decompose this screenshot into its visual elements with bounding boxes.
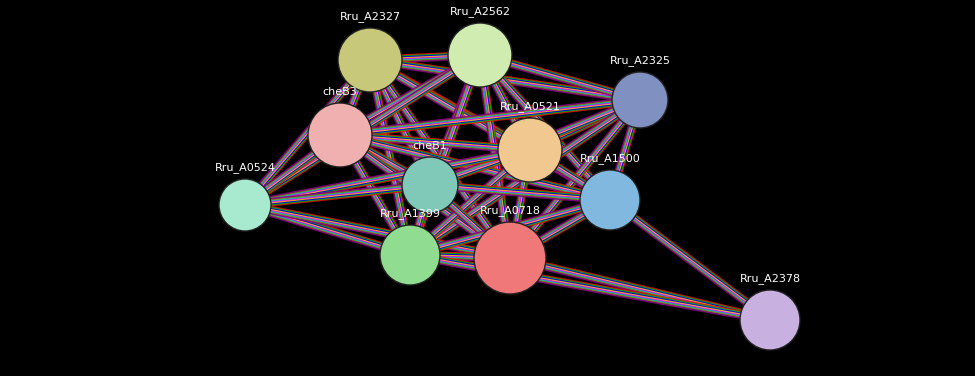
Text: Rru_A1399: Rru_A1399 [379, 208, 441, 219]
Text: Rru_A0718: Rru_A0718 [480, 205, 540, 216]
Circle shape [448, 23, 512, 87]
Text: Rru_A2325: Rru_A2325 [609, 55, 671, 66]
Circle shape [402, 157, 458, 213]
Circle shape [740, 290, 800, 350]
Text: Rru_A2378: Rru_A2378 [739, 273, 800, 284]
Circle shape [380, 225, 440, 285]
Text: Rru_A1500: Rru_A1500 [579, 153, 641, 164]
Circle shape [474, 222, 546, 294]
Circle shape [308, 103, 372, 167]
Text: Rru_A0521: Rru_A0521 [499, 101, 561, 112]
Text: Rru_A2562: Rru_A2562 [449, 6, 511, 17]
Circle shape [338, 28, 402, 92]
Text: cheB1: cheB1 [412, 141, 448, 151]
Circle shape [219, 179, 271, 231]
Text: Rru_A2327: Rru_A2327 [339, 11, 401, 22]
Circle shape [498, 118, 562, 182]
Circle shape [612, 72, 668, 128]
Text: cheB3: cheB3 [323, 87, 358, 97]
Circle shape [580, 170, 640, 230]
Text: Rru_A0524: Rru_A0524 [214, 162, 276, 173]
